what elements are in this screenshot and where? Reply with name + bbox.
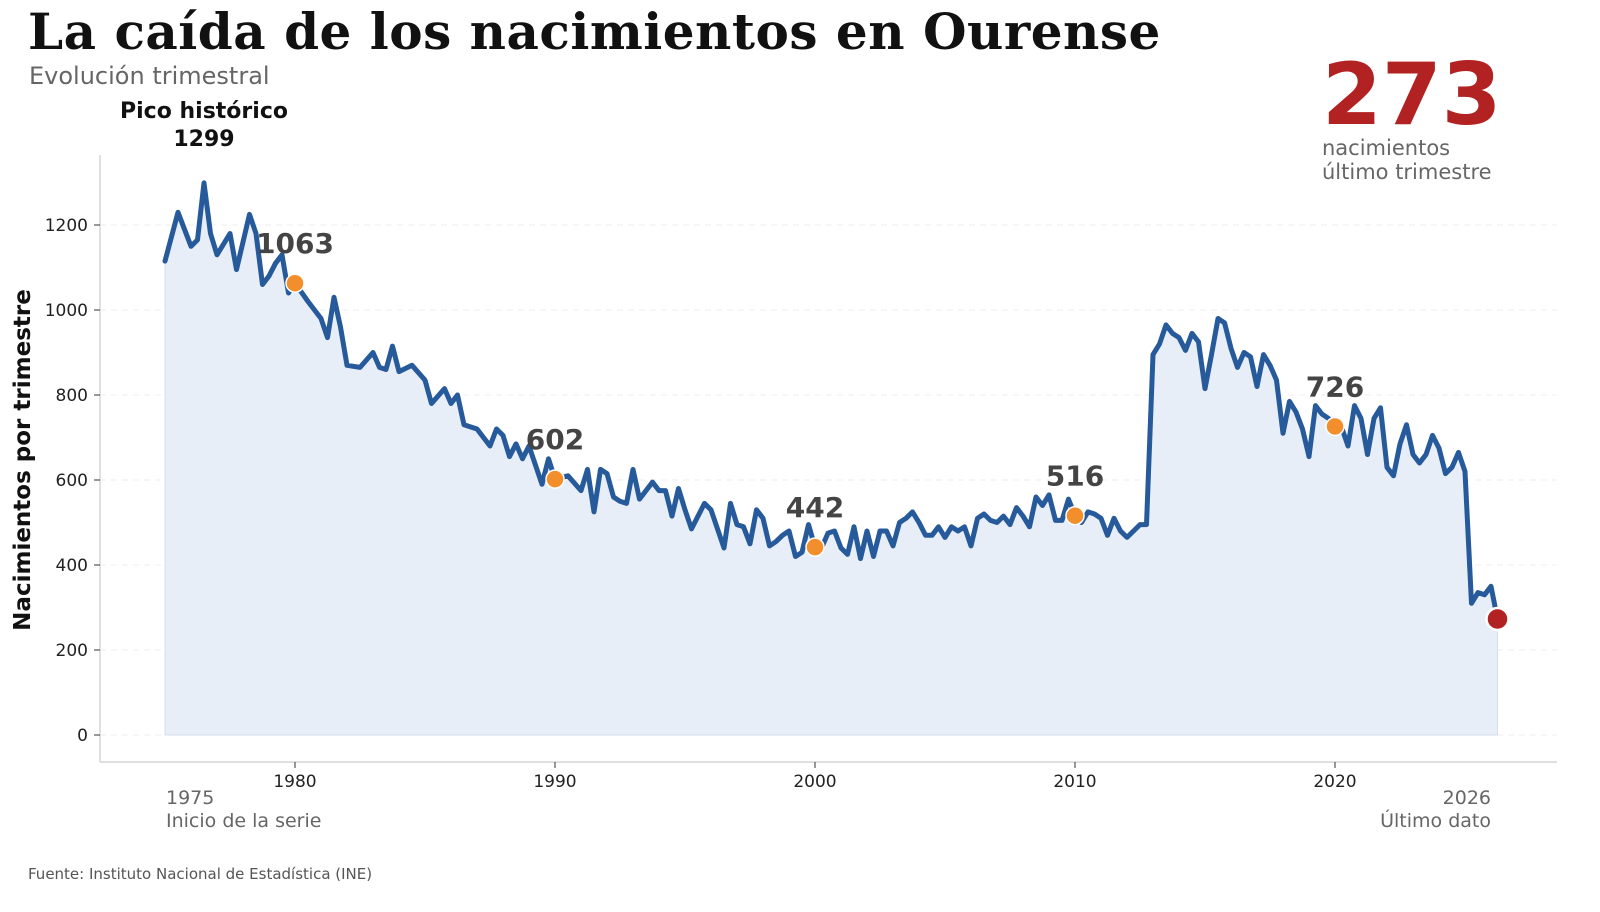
highlight-point [1325, 416, 1345, 437]
highlight-value-label: 602 [526, 423, 584, 456]
x-tick-label: 2010 [1053, 772, 1096, 792]
highlight-point [545, 469, 565, 489]
kpi-caption-line1: nacimientos [1322, 136, 1451, 160]
highlight-value-label: 726 [1306, 370, 1364, 403]
chart-title: La caída de los nacimientos en Ourense [28, 2, 1161, 61]
y-tick-label: 600 [56, 471, 88, 491]
area-fill [164, 182, 1498, 736]
x-tick-label: 2000 [793, 772, 836, 792]
y-tick-label: 0 [77, 726, 88, 746]
highlight-value-label: 1063 [256, 227, 334, 260]
y-tick-labels: 0 200 400 600 800 1000 1200 [45, 216, 100, 746]
end-label-text: Último dato [1380, 808, 1491, 832]
x-tick-label: 1990 [533, 772, 576, 792]
highlight-value-label: 442 [786, 491, 844, 524]
y-tick-label: 1000 [45, 301, 88, 321]
y-tick-label: 200 [56, 641, 88, 661]
x-tick-labels: 1980 1990 2000 2010 2020 [273, 762, 1357, 792]
highlight-point [805, 537, 825, 557]
chart-subtitle: Evolución trimestral [29, 62, 270, 90]
highlight-point [1065, 505, 1085, 526]
latest-value-kpi: 273 [1322, 45, 1502, 145]
highlight-markers: 1063 602 442 516 726 [256, 227, 1364, 557]
highlight-value-label: 516 [1046, 460, 1104, 493]
peak-label: Pico histórico [120, 99, 288, 124]
start-year-label: 1975 [166, 787, 214, 809]
y-tick-label: 800 [56, 386, 88, 406]
source-note: Fuente: Instituto Nacional de Estadístic… [28, 865, 373, 883]
y-tick-label: 400 [56, 556, 88, 576]
highlight-point [285, 273, 305, 293]
end-year-label: 2026 [1443, 787, 1491, 809]
peak-value: 1299 [173, 127, 235, 152]
x-tick-label: 2020 [1313, 772, 1356, 792]
start-label-text: Inicio de la serie [166, 810, 321, 832]
x-tick-label: 1980 [273, 772, 316, 792]
y-tick-label: 1200 [45, 216, 88, 236]
y-axis-label: Nacimientos por trimestre [10, 289, 36, 631]
last-point-marker [1485, 606, 1510, 632]
series-line [162, 180, 1500, 622]
kpi-caption-line2: último trimestre [1322, 160, 1492, 184]
latest-value-caption: nacimientos último trimestre [1322, 136, 1492, 184]
peak-annotation: Pico histórico 1299 [120, 98, 288, 154]
